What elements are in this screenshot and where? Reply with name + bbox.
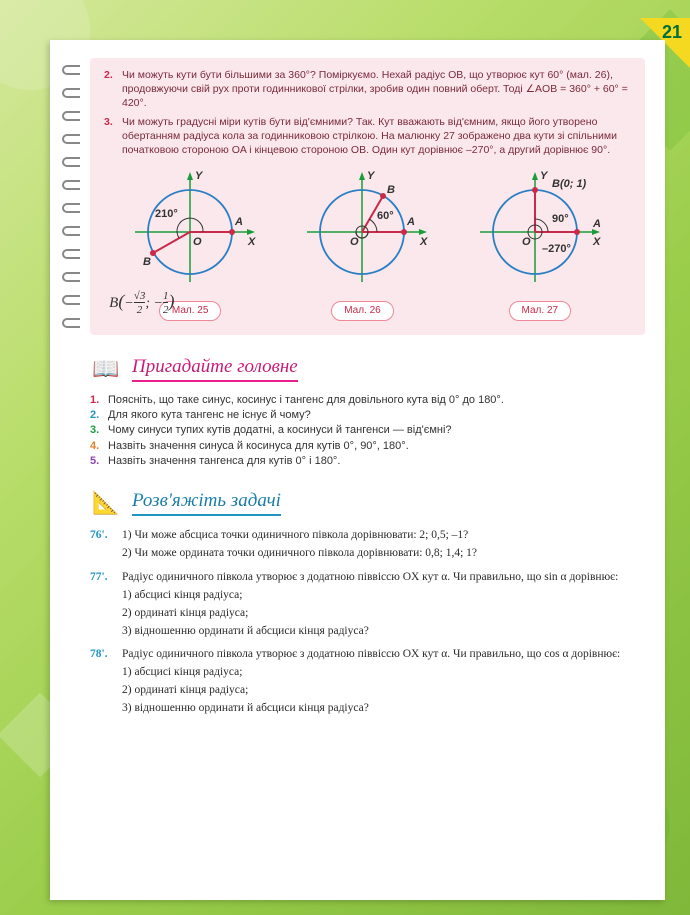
task-list: 76'. 1) Чи може абсциса точки одиничного… bbox=[90, 527, 645, 717]
angle-label: 60° bbox=[377, 210, 394, 222]
question-number: 5. bbox=[90, 454, 108, 469]
svg-text:A: A bbox=[234, 216, 243, 228]
figure-caption: Мал. 26 bbox=[331, 301, 394, 321]
book-icon: 📖 bbox=[90, 353, 122, 385]
figures-row: Y X A O B 210° B(−√32; −12) Мал. 25 bbox=[104, 167, 631, 321]
point-b-label: B(0; 1) bbox=[552, 178, 587, 190]
svg-text:A: A bbox=[406, 216, 415, 228]
task-line: 1) абсцисі кінця радіуса; bbox=[122, 587, 645, 605]
section-header-solve: 📐 Розв'яжіть задачі bbox=[90, 487, 645, 519]
svg-text:B: B bbox=[143, 256, 151, 268]
question-row: 2.Для якого кута тангенс не існує й чому… bbox=[90, 408, 645, 423]
task-body: Радіус одиничного півкола утворює з дода… bbox=[122, 646, 645, 717]
question-text: Для якого кута тангенс не існує й чому? bbox=[108, 408, 311, 423]
item-number: 2. bbox=[104, 68, 122, 111]
section-header-recall: 📖 Пригадайте головне bbox=[90, 353, 645, 385]
task-number: 77'. bbox=[90, 569, 122, 640]
angle-label-negative: –270° bbox=[542, 243, 571, 255]
figure-25: Y X A O B 210° B(−√32; −12) Мал. 25 bbox=[115, 167, 265, 321]
highlight-box: 2. Чи можуть кути бути більшими за 360°?… bbox=[90, 58, 645, 335]
unit-circle-diagram: Y A X O B(0; 1) 90° –270° bbox=[460, 167, 620, 297]
question-text: Поясніть, що таке синус, косинус і танге… bbox=[108, 393, 504, 408]
svg-text:X: X bbox=[419, 236, 428, 248]
task-line: 3) відношенню ординати й абсциси кінця р… bbox=[122, 623, 645, 641]
task-item: 76'. 1) Чи може абсциса точки одиничного… bbox=[90, 527, 645, 563]
compass-icon: 📐 bbox=[90, 487, 122, 519]
svg-text:Y: Y bbox=[540, 170, 549, 182]
svg-text:O: O bbox=[350, 236, 359, 248]
section-title: Пригадайте головне bbox=[132, 356, 298, 382]
task-line: 2) ординаті кінця радіуса; bbox=[122, 605, 645, 623]
task-line: 1) Чи може абсциса точки одиничного півк… bbox=[122, 527, 645, 545]
task-number: 76'. bbox=[90, 527, 122, 563]
question-text: Чому синуси тупих кутів додатні, а косин… bbox=[108, 423, 452, 438]
angle-label: 210° bbox=[155, 208, 178, 220]
item-text: Чи можуть кути бути більшими за 360°? По… bbox=[122, 68, 631, 111]
svg-text:X: X bbox=[592, 236, 601, 248]
svg-text:Y: Y bbox=[195, 170, 204, 182]
task-line: 2) Чи може ордината точки одиничного пів… bbox=[122, 545, 645, 563]
unit-circle-diagram: Y X A O B 210° bbox=[115, 167, 265, 297]
task-line: 2) ординаті кінця радіуса; bbox=[122, 682, 645, 700]
question-number: 3. bbox=[90, 423, 108, 438]
spiral-binding bbox=[62, 58, 82, 335]
item-number: 3. bbox=[104, 115, 122, 158]
question-text: Назвіть значення синуса й косинуса для к… bbox=[108, 439, 409, 454]
section-title: Розв'яжіть задачі bbox=[132, 490, 281, 516]
task-body: Радіус одиничного півкола утворює з дода… bbox=[122, 569, 645, 640]
question-row: 3.Чому синуси тупих кутів додатні, а кос… bbox=[90, 423, 645, 438]
page-content: 2. Чи можуть кути бути більшими за 360°?… bbox=[50, 40, 665, 900]
task-line: 3) відношенню ординати й абсциси кінця р… bbox=[122, 700, 645, 718]
figure-26: Y X A O B 60° Мал. 26 bbox=[287, 167, 437, 321]
svg-text:O: O bbox=[193, 236, 202, 248]
highlight-item: 3. Чи можуть градусні міри кутів бути ві… bbox=[104, 115, 631, 158]
task-item: 77'. Радіус одиничного півкола утворює з… bbox=[90, 569, 645, 640]
question-text: Назвіть значення тангенса для кутів 0° і… bbox=[108, 454, 340, 469]
svg-text:X: X bbox=[247, 236, 256, 248]
task-item: 78'. Радіус одиничного півкола утворює з… bbox=[90, 646, 645, 717]
highlight-item: 2. Чи можуть кути бути більшими за 360°?… bbox=[104, 68, 631, 111]
angle-label: 90° bbox=[552, 213, 569, 225]
figure-caption: Мал. 27 bbox=[509, 301, 572, 321]
question-number: 1. bbox=[90, 393, 108, 408]
question-row: 1.Поясніть, що таке синус, косинус і тан… bbox=[90, 393, 645, 408]
task-line: Радіус одиничного півкола утворює з дода… bbox=[122, 569, 645, 587]
question-number: 4. bbox=[90, 439, 108, 454]
task-body: 1) Чи може абсциса точки одиничного півк… bbox=[122, 527, 645, 563]
question-number: 2. bbox=[90, 408, 108, 423]
task-number: 78'. bbox=[90, 646, 122, 717]
svg-text:A: A bbox=[592, 218, 601, 230]
unit-circle-diagram: Y X A O B 60° bbox=[287, 167, 437, 297]
question-list: 1.Поясніть, що таке синус, косинус і тан… bbox=[90, 393, 645, 470]
svg-text:Y: Y bbox=[367, 170, 376, 182]
svg-text:B: B bbox=[387, 184, 395, 196]
task-line: Радіус одиничного півкола утворює з дода… bbox=[122, 646, 645, 664]
question-row: 5.Назвіть значення тангенса для кутів 0°… bbox=[90, 454, 645, 469]
task-line: 1) абсцисі кінця радіуса; bbox=[122, 664, 645, 682]
svg-text:O: O bbox=[522, 236, 531, 248]
point-b-formula: B(−√32; −12) bbox=[109, 289, 174, 317]
item-text: Чи можуть градусні міри кутів бути від'є… bbox=[122, 115, 631, 158]
figure-27: Y A X O B(0; 1) 90° –270° Мал. 27 bbox=[460, 167, 620, 321]
question-row: 4.Назвіть значення синуса й косинуса для… bbox=[90, 439, 645, 454]
